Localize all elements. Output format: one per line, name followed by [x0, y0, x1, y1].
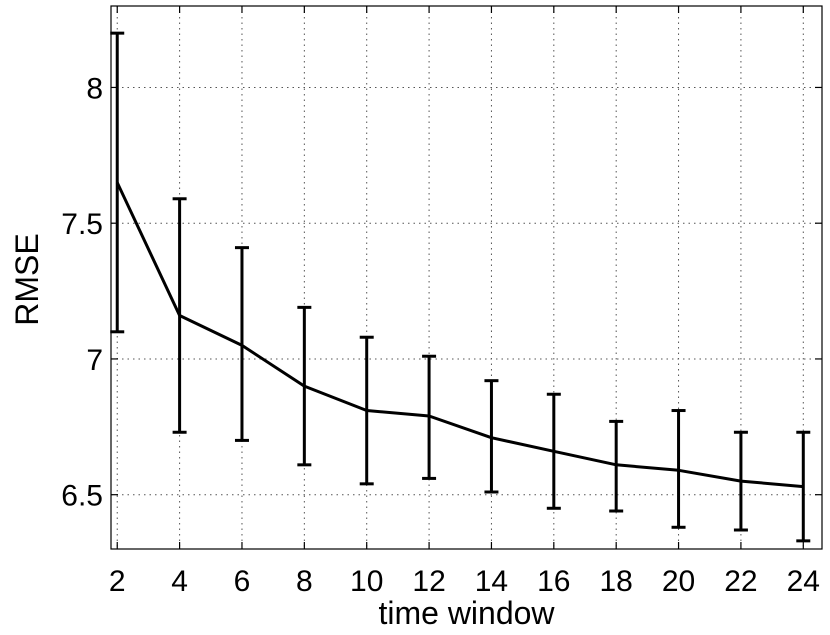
plot-frame — [110, 5, 823, 550]
x-tick-label: 14 — [475, 565, 508, 598]
x-tick-label: 2 — [109, 565, 126, 598]
x-tick-label: 10 — [350, 565, 383, 598]
grid-lines — [111, 6, 822, 549]
x-tick-label: 24 — [787, 565, 820, 598]
y-tick-label: 7 — [86, 344, 103, 377]
error-bars — [110, 31, 811, 543]
x-tick-label: 20 — [662, 565, 695, 598]
y-tick-label: 7.5 — [61, 208, 103, 241]
x-tick-label: 12 — [412, 565, 445, 598]
x-tick-label: 8 — [296, 565, 313, 598]
x-tick-label: 4 — [171, 565, 188, 598]
x-axis-label: time window — [378, 595, 555, 631]
y-axis-label: RMSE — [9, 233, 45, 325]
y-tick-label: 8 — [86, 72, 103, 105]
series-line — [115, 181, 804, 489]
x-axis: 2 4 6 8 10 12 14 16 18 20 22 24 — [109, 6, 820, 598]
x-tick-label: 6 — [234, 565, 251, 598]
x-tick-label: 18 — [599, 565, 632, 598]
y-tick-label: 6.5 — [61, 480, 103, 513]
x-tick-label: 16 — [537, 565, 570, 598]
x-tick-label: 22 — [724, 565, 757, 598]
y-axis: 6.5 7 7.5 8 — [61, 72, 822, 513]
